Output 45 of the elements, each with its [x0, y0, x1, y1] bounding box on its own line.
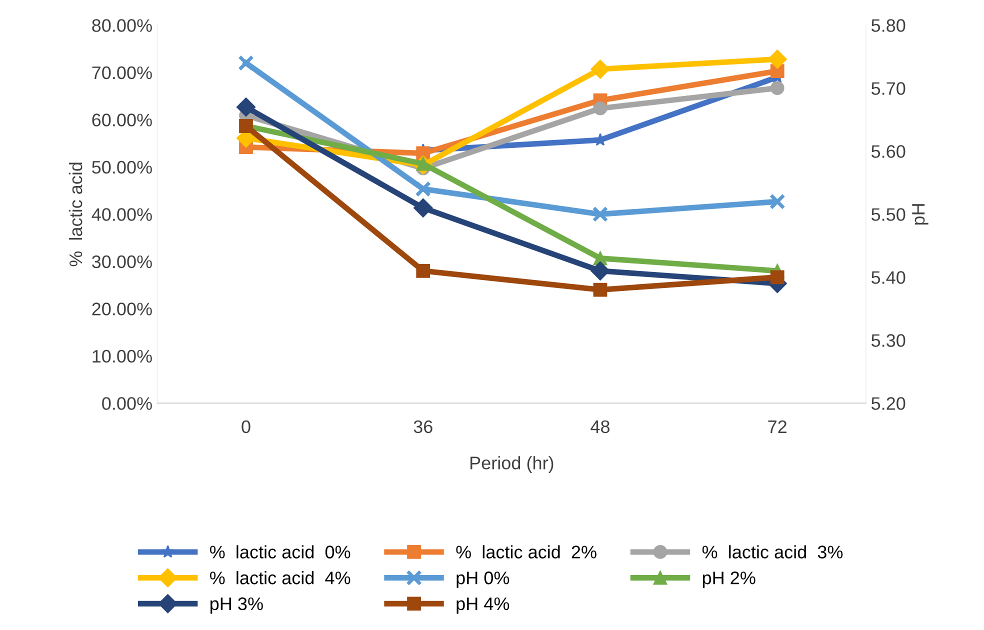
x-tick-label: 48	[590, 420, 610, 434]
x-axis-title: Period (hr)	[470, 456, 554, 473]
legend-label: % lactic acid 4%	[210, 571, 350, 584]
y-tick-label: 0.00%	[102, 397, 152, 410]
y2-tick-label: 5.50	[872, 208, 906, 221]
legend-label: % lactic acid 2%	[456, 545, 596, 558]
legend-label: % lactic acid 3%	[702, 545, 843, 558]
x-tick-label: 72	[768, 420, 786, 433]
y-tick-label: 80.00%	[92, 19, 152, 32]
point	[593, 101, 608, 116]
y-tick-label: 60.00%	[92, 114, 152, 126]
point	[416, 264, 430, 278]
y-tick-label: 70.00%	[92, 66, 152, 80]
y2-tick-label: 5.30	[872, 334, 906, 347]
y2-axis-title: pH	[912, 204, 928, 225]
y2-tick-label: 5.20	[872, 397, 906, 410]
point	[415, 181, 432, 197]
y-tick-label: 10.00%	[92, 350, 152, 363]
point	[238, 55, 254, 71]
legend-label: pH 0%	[456, 572, 510, 588]
legend-label: pH 4%	[456, 597, 510, 614]
point	[590, 261, 610, 280]
y2-tick-label: 5.60	[872, 145, 906, 158]
point	[769, 194, 786, 210]
y-tick-label: 20.00%	[92, 302, 152, 316]
y-tick-label: 40.00%	[92, 208, 152, 221]
legend-label: pH 2%	[702, 572, 756, 588]
y2-tick-label: 5.40	[872, 271, 906, 284]
x-tick-label: 36	[414, 420, 432, 434]
x-tick-label: 0	[242, 420, 250, 434]
legend-label: pH 3%	[210, 597, 263, 614]
legend-label: % lactic acid 0%	[210, 545, 350, 558]
point	[770, 270, 784, 284]
point	[770, 81, 784, 95]
point	[414, 198, 433, 218]
y-tick-label: 50.00%	[92, 160, 152, 174]
point	[592, 206, 608, 222]
y-tick-label: 30.00%	[92, 255, 152, 268]
point	[590, 60, 610, 79]
y2-tick-label: 5.80	[872, 19, 906, 32]
point	[768, 50, 787, 69]
y2-tick-label: 5.70	[872, 82, 906, 95]
point	[236, 98, 256, 117]
point	[593, 282, 608, 297]
y-axis-title: % lactic acid	[68, 162, 82, 266]
